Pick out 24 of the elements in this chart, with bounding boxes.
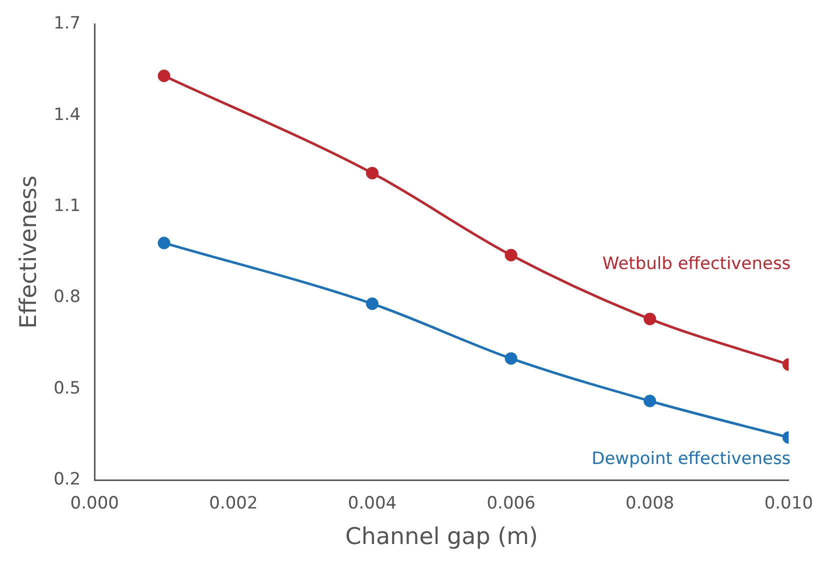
point	[644, 394, 656, 408]
point	[366, 298, 378, 310]
point	[158, 70, 170, 82]
y-tick-label: 0.2	[54, 469, 81, 490]
y-tick-label: 0.8	[54, 287, 81, 308]
x-tick-label: 0.002	[209, 494, 258, 514]
point	[504, 352, 518, 365]
y-tick-label: 1.7	[54, 14, 81, 34]
y-tick-label: 1.4	[54, 104, 81, 125]
y-tick-label: 1.1	[54, 196, 81, 216]
series-label: Wetbulb effectiveness	[602, 254, 791, 274]
y-axis-title: Effectiveness	[16, 176, 42, 329]
x-tick-label: 0.004	[348, 494, 397, 514]
x-tick-label: 0.008	[626, 494, 674, 514]
y-tick-label: 0.5	[54, 378, 81, 398]
x-tick-label: 0.006	[486, 494, 536, 514]
x-axis-title: Channel gap (m)	[345, 524, 538, 550]
point	[366, 166, 378, 180]
point	[158, 236, 170, 250]
x-tick-label: 0.010	[764, 494, 813, 514]
series-label: Dewpoint effectiveness	[592, 448, 791, 469]
x-tick-label: 0.000	[70, 494, 119, 514]
point	[504, 248, 518, 262]
point	[644, 312, 656, 326]
